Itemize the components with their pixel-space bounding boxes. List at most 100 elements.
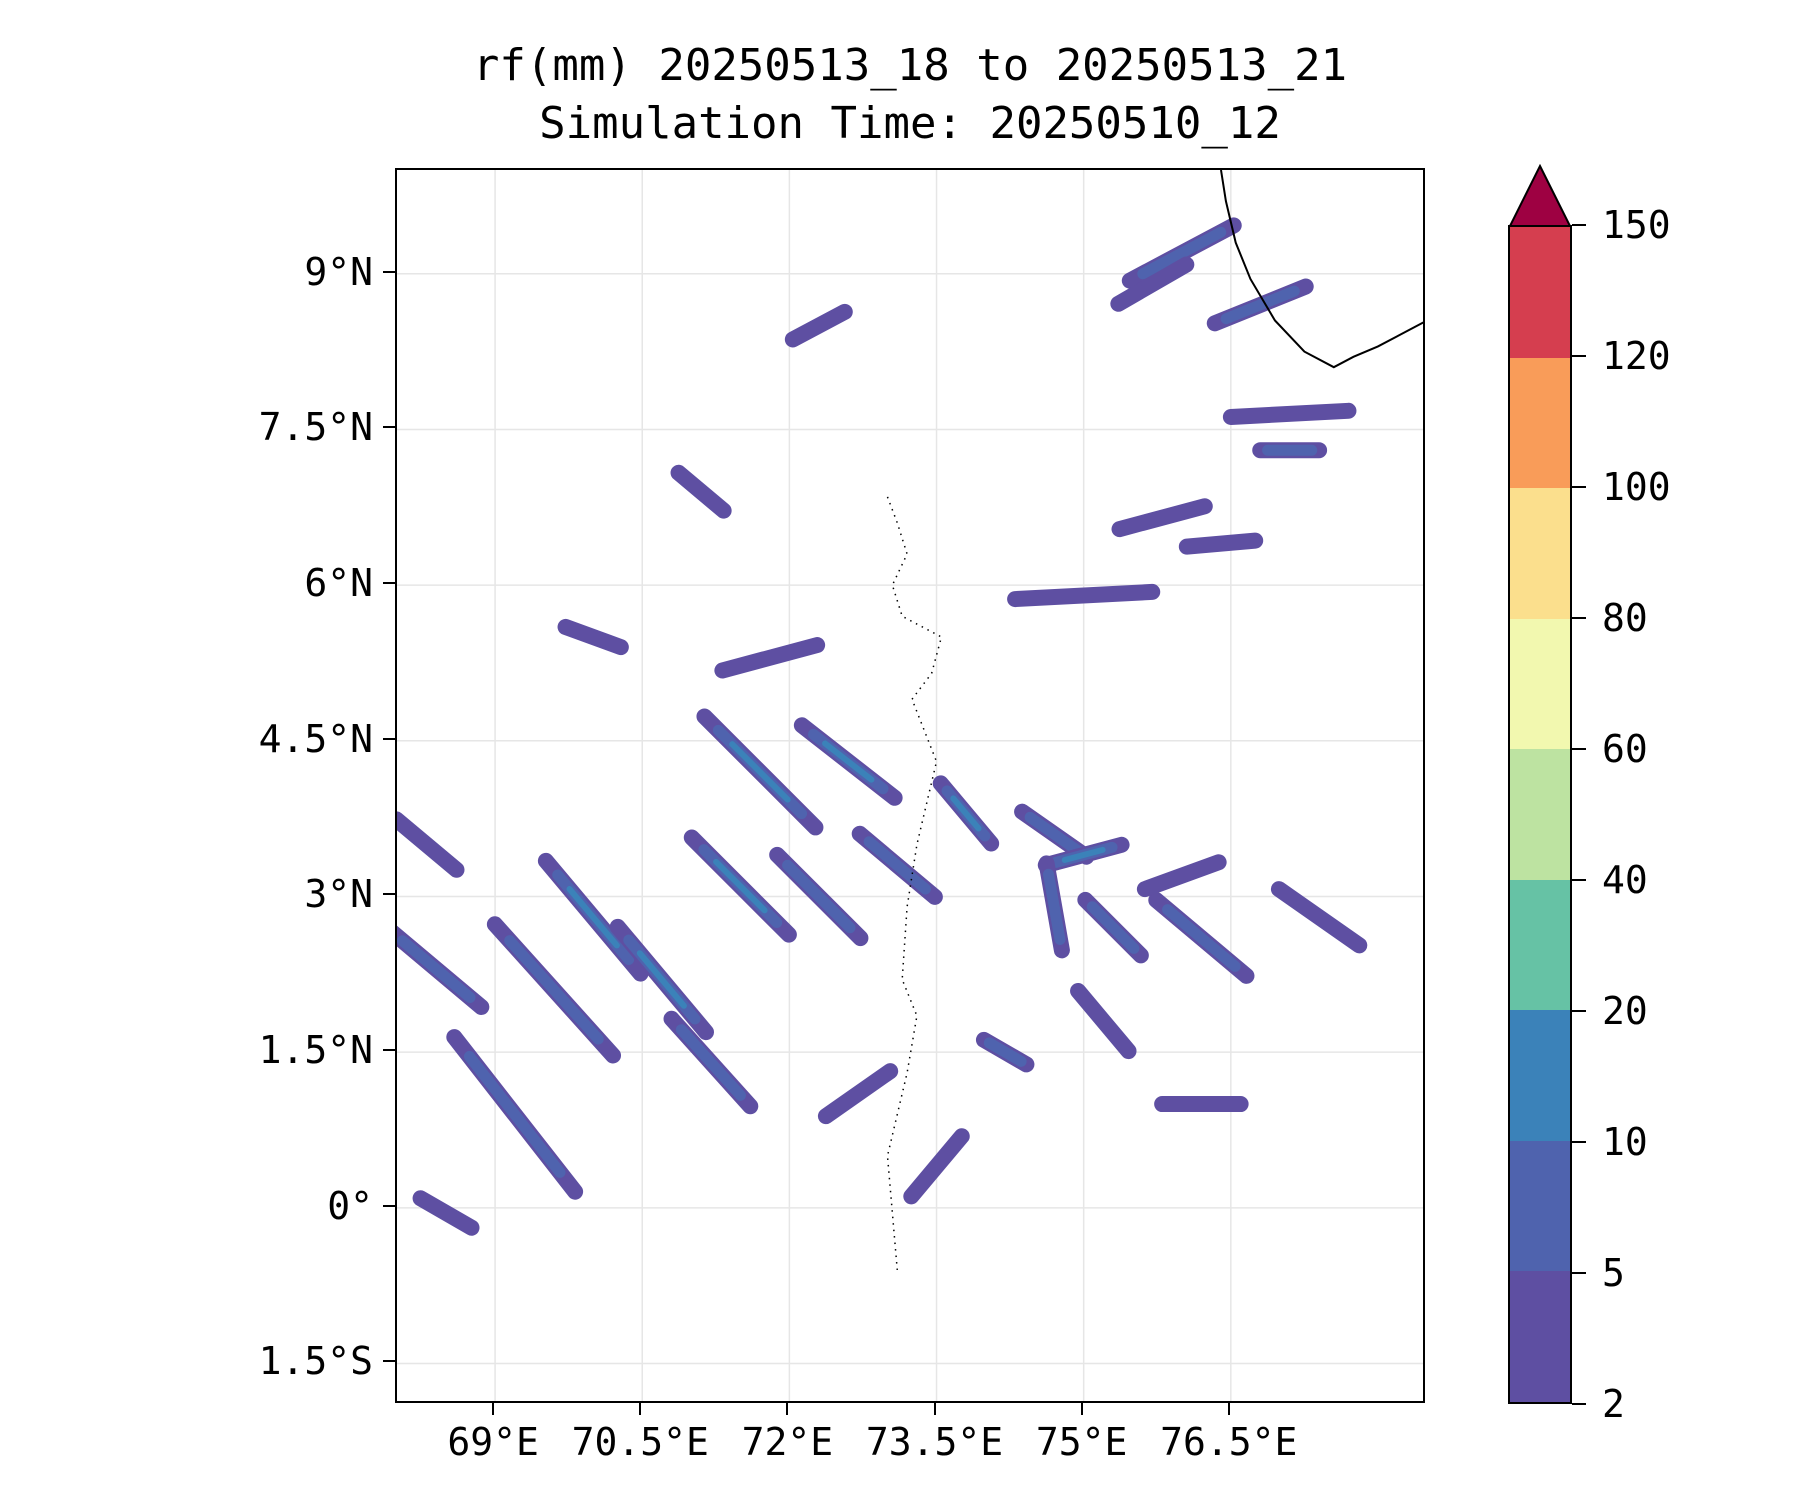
lat-tick — [383, 893, 395, 896]
rain-band — [1070, 982, 1137, 1060]
colorbar-tick-label: 5 — [1602, 1251, 1625, 1295]
rain-band-core — [983, 1037, 1027, 1067]
rain-band-core — [729, 741, 791, 803]
rain-band-core — [1061, 846, 1106, 864]
lat-tick-label: 7.5°N — [258, 405, 373, 450]
colorbar — [1508, 225, 1572, 1404]
colorbar-tick — [1572, 224, 1586, 226]
lat-tick — [383, 737, 395, 740]
rain-band-core — [504, 935, 604, 1045]
colorbar-tick — [1572, 1403, 1586, 1405]
lat-tick — [383, 1049, 395, 1052]
colorbar-segment — [1510, 879, 1570, 1011]
rain-band-core — [1042, 868, 1066, 945]
rain-band — [817, 1063, 899, 1125]
lat-tick — [383, 426, 395, 429]
coastline — [886, 170, 1423, 1271]
rain-band — [1136, 854, 1227, 898]
lat-tick — [383, 582, 395, 585]
colorbar-tick — [1572, 617, 1586, 619]
map-canvas — [397, 170, 1423, 1401]
rain-band — [1222, 402, 1357, 425]
colorbar-segment — [1510, 226, 1570, 358]
colorbar-segment — [1510, 1140, 1570, 1272]
lat-tick — [383, 270, 395, 273]
colorbar-segment — [1510, 488, 1570, 619]
rain-band-core — [463, 1050, 566, 1178]
rain-band — [1007, 583, 1161, 608]
colorbar-tick-label: 120 — [1602, 334, 1671, 378]
lon-tick — [933, 1403, 936, 1415]
lat-tick — [383, 1204, 395, 1207]
rain-band-core — [1162, 904, 1241, 972]
rain-band — [784, 303, 853, 348]
chart-title: rf(mm) 20250513_18 to 20250513_21 — [472, 40, 1348, 91]
colorbar-tick-label: 10 — [1602, 1120, 1648, 1164]
rain-band-core — [713, 858, 768, 914]
lon-tick — [492, 1403, 495, 1415]
rain-band — [412, 1190, 480, 1236]
rain-band-core — [675, 1024, 746, 1101]
colorbar-tick — [1572, 1272, 1586, 1274]
chart-subtitle: Simulation Time: 20250510_12 — [539, 98, 1281, 149]
lon-tick-label: 73.5°E — [865, 1420, 1004, 1464]
colorbar-tick-label: 80 — [1602, 596, 1648, 640]
colorbar-segment — [1510, 618, 1570, 750]
rain-band-core — [1086, 901, 1140, 954]
colorbar-tick-label: 60 — [1602, 727, 1648, 771]
colorbar-tick — [1572, 879, 1586, 881]
colorbar-tick — [1572, 1141, 1586, 1143]
colorbar-tick-label: 2 — [1602, 1382, 1625, 1426]
colorbar-tick-label: 20 — [1602, 989, 1648, 1033]
rain-band-core — [863, 836, 931, 895]
rain-band-core — [566, 886, 620, 949]
lat-tick-label: 0° — [327, 1183, 373, 1228]
lon-tick — [1227, 1403, 1230, 1415]
lon-tick — [786, 1403, 789, 1415]
lon-tick-label: 72°E — [741, 1420, 834, 1464]
colorbar-segment — [1510, 357, 1570, 489]
colorbar-extend-arrow — [1508, 164, 1572, 227]
rain-band — [557, 618, 629, 656]
colorbar-tick — [1572, 748, 1586, 750]
gridlines — [397, 170, 1423, 1401]
colorbar-segment — [1510, 1271, 1570, 1402]
india-coastline — [1220, 170, 1423, 369]
rain-band — [1178, 532, 1264, 555]
colorbar-tick — [1572, 1010, 1586, 1012]
lat-tick-label: 1.5°N — [258, 1028, 373, 1073]
colorbar-tick — [1572, 355, 1586, 357]
rain-band-core — [782, 859, 856, 934]
lat-tick-label: 4.5°N — [258, 716, 373, 761]
colorbar-tick-label: 40 — [1602, 858, 1648, 902]
rain-band — [1111, 498, 1213, 538]
rain-band — [397, 811, 465, 878]
lon-tick-label: 76.5°E — [1160, 1420, 1298, 1464]
rainfall-contours — [397, 217, 1368, 1236]
colorbar-segment — [1510, 1010, 1570, 1141]
lon-tick — [1080, 1403, 1083, 1415]
rain-band — [714, 637, 826, 679]
lon-tick — [639, 1403, 642, 1415]
map-panel — [395, 168, 1425, 1403]
rain-band-core — [636, 950, 687, 1009]
rain-band — [1110, 256, 1195, 312]
colorbar-segment — [1510, 749, 1570, 880]
colorbar-tick-label: 150 — [1602, 203, 1671, 247]
lon-tick-label: 70.5°E — [571, 1420, 709, 1464]
rain-band-core — [397, 935, 476, 1003]
rain-band-core — [1220, 285, 1300, 325]
lat-tick-label: 3°N — [304, 872, 373, 917]
colorbar-tick-label: 100 — [1602, 465, 1671, 509]
rain-band — [903, 1128, 970, 1205]
lat-tick — [383, 1360, 395, 1363]
colorbar-tick — [1572, 486, 1586, 488]
rain-band-core — [822, 740, 875, 783]
lat-tick-label: 6°N — [304, 561, 373, 606]
rain-band-core — [1137, 226, 1227, 280]
rain-band — [1270, 881, 1368, 954]
lon-tick-label: 75°E — [1035, 1420, 1128, 1464]
rain-band — [670, 464, 732, 519]
lon-tick-label: 69°E — [447, 1420, 539, 1464]
